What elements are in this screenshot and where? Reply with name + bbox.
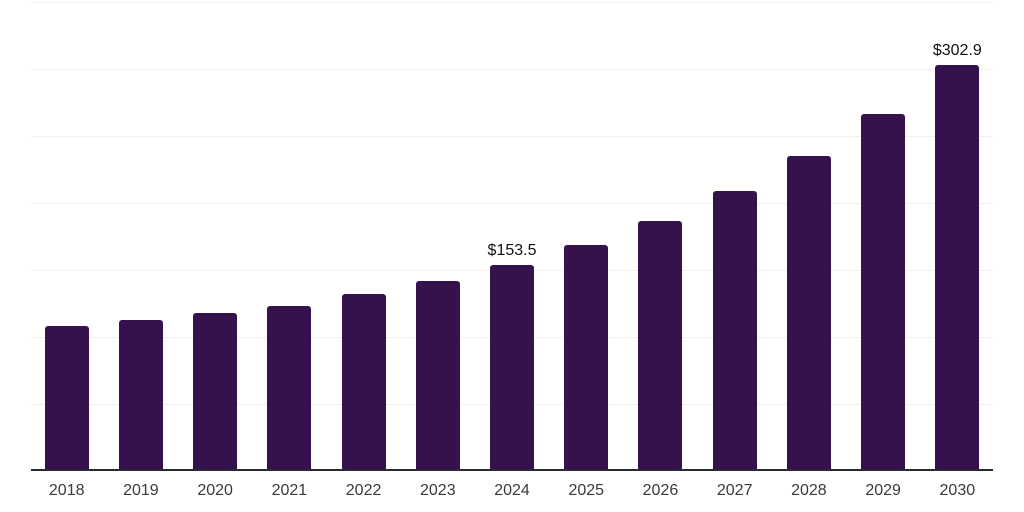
x-tick-label: 2025 [568,482,605,499]
gridline [31,203,993,204]
x-tick-label: 2030 [939,482,976,499]
gridline [31,69,993,70]
bar [341,294,386,471]
x-tick-label: 2029 [865,482,901,499]
bar [415,281,460,471]
bar [638,221,683,471]
bar [118,320,163,471]
bar [564,245,609,471]
x-axis-line [31,469,993,471]
bar-value-label: $302.9 [932,42,982,60]
x-tick-label: 2021 [271,482,308,499]
bar [193,313,238,471]
bar [267,305,312,471]
bar-value-label: $153.5 [487,242,537,260]
x-tick-label: 2022 [345,482,382,499]
x-tick-label: 2020 [197,482,233,499]
bar [861,114,906,471]
bar [786,155,831,471]
gridline [31,136,993,137]
gridline [31,2,993,3]
bar [712,190,757,471]
x-tick-label: 2019 [123,482,159,499]
bar [935,65,980,471]
x-tick-label: 2023 [420,482,456,499]
plot-area: 2018 2019 2020 2021 2022 2023 $153.5 2024 2025 20… [31,2,993,499]
x-tick-label: 2024 [494,482,530,499]
x-tick-label: 2028 [791,482,827,499]
x-tick-label: 2027 [716,482,753,499]
bar [490,265,535,471]
x-tick-label: 2026 [642,482,679,499]
bar [44,326,89,471]
x-tick-label: 2018 [48,482,85,499]
